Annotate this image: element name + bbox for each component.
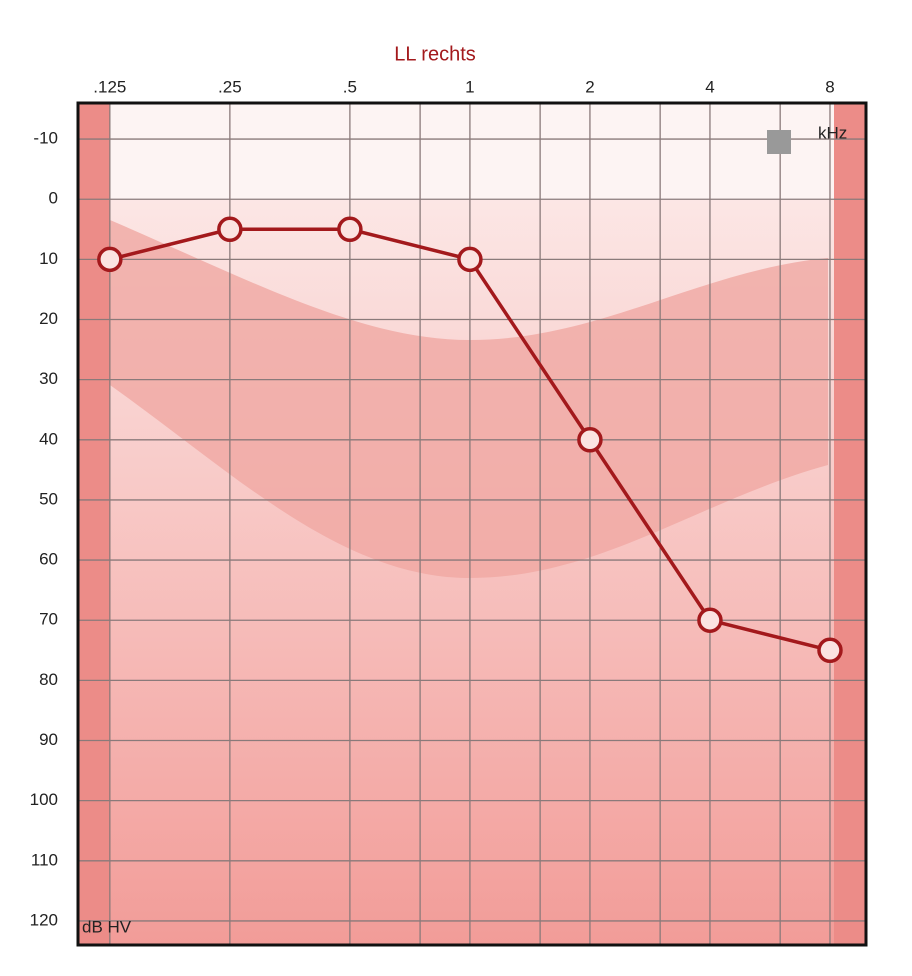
data-point (697, 607, 723, 633)
x-tick-label: 2 (585, 77, 594, 96)
data-point (817, 637, 843, 664)
y-tick-label: 30 (39, 369, 58, 388)
x-tick-label: .25 (218, 77, 242, 96)
x-tick-label: 4 (705, 77, 714, 96)
legend-swatch (767, 130, 791, 154)
y-tick-label: 60 (39, 550, 58, 569)
y-tick-label: 0 (49, 189, 58, 208)
y-tick-label: 40 (39, 429, 58, 448)
chart-title: LL rechts (394, 43, 476, 65)
y-tick-label: 100 (30, 790, 58, 809)
y-tick-label: 20 (39, 309, 58, 328)
y-tick-label: 110 (31, 850, 58, 869)
y-tick-label: -10 (33, 129, 58, 148)
y-tick-label: 70 (39, 610, 58, 629)
y-tick-label: 120 (30, 910, 58, 929)
x-unit: kHz (818, 123, 847, 142)
x-tick-label: 1 (465, 77, 474, 96)
speech-banana (110, 220, 828, 578)
data-point (97, 246, 123, 273)
y-unit: dB HV (82, 917, 132, 936)
plot-frame (76, 101, 868, 947)
x-tick-label: .125 (93, 77, 126, 96)
x-tick-label: .5 (343, 77, 357, 96)
data-point (457, 246, 483, 273)
x-tick-label: 8 (825, 77, 834, 96)
edge-band (834, 103, 866, 945)
top-zone (78, 103, 866, 200)
y-tick-label: 10 (39, 249, 58, 268)
y-tick-label: 80 (39, 670, 58, 689)
data-point (337, 216, 363, 243)
data-point (577, 427, 603, 453)
edge-band (78, 103, 110, 945)
data-point (217, 216, 243, 243)
y-tick-label: 90 (39, 730, 58, 749)
y-tick-label: 50 (39, 489, 58, 508)
